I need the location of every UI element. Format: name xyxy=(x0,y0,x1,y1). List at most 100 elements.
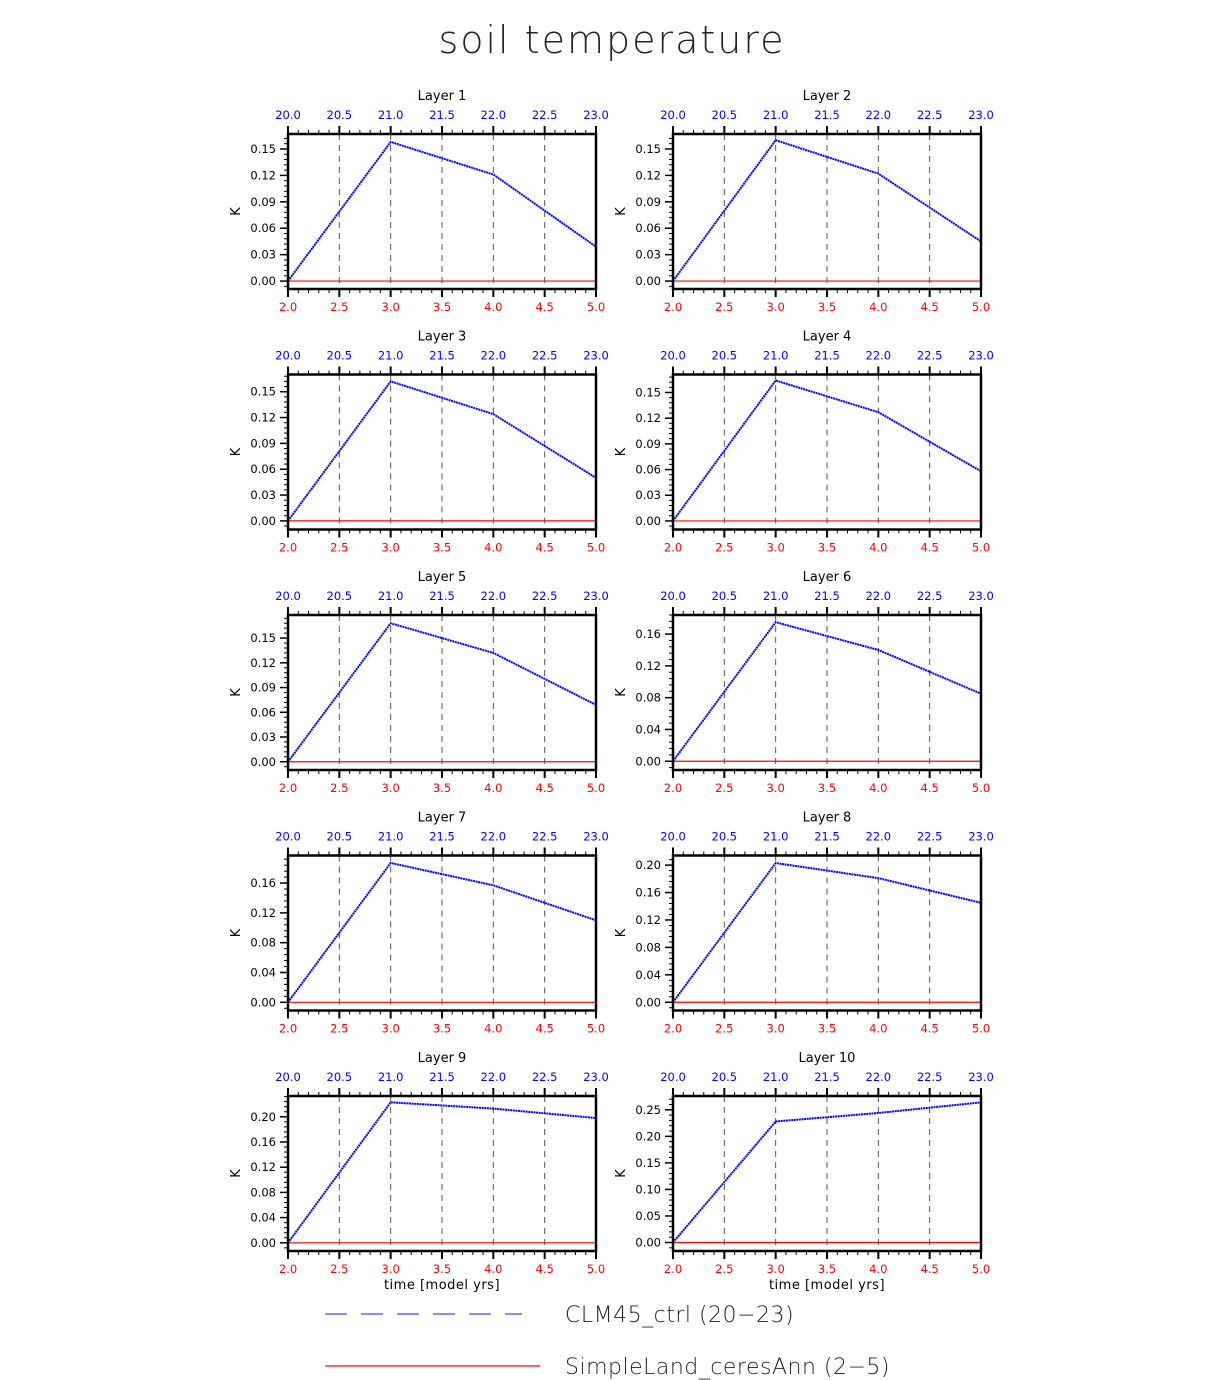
bottom-axis-tick-label: 2.5 xyxy=(715,300,733,314)
top-axis-tick-label: 21.0 xyxy=(378,108,404,122)
bottom-axis-tick-label: 3.0 xyxy=(382,781,400,795)
bottom-axis-tick-label: 4.5 xyxy=(536,1022,554,1036)
bottom-axis-tick-label: 2.0 xyxy=(664,781,682,795)
top-axis-tick-label: 20.5 xyxy=(712,349,738,363)
y-axis-tick-label: 0.12 xyxy=(250,906,276,920)
top-axis-tick-label: 20.0 xyxy=(660,108,686,122)
bottom-axis-tick-label: 4.0 xyxy=(869,1262,887,1276)
y-axis-tick-label: 0.20 xyxy=(250,1110,276,1124)
clm-series-line xyxy=(672,138,982,282)
x-axis-label: time [model yrs] xyxy=(384,1278,500,1293)
clm-series-line xyxy=(672,621,982,762)
y-axis-label: K xyxy=(229,1169,244,1178)
clm-series-line xyxy=(287,140,597,282)
bottom-axis-tick-label: 4.0 xyxy=(484,1262,502,1276)
panel-layer-10: Layer 10 20.0 20.5 21.0 21.5 22.0 22.5 23.0 2.0 2… xyxy=(614,1051,994,1293)
top-axis-tick-label: 20.0 xyxy=(275,1070,301,1084)
clm-series-line xyxy=(672,379,982,522)
y-axis-tick-label: 0.15 xyxy=(635,385,661,399)
bottom-axis-tick-label: 2.0 xyxy=(664,1262,682,1276)
bottom-axis-tick-label: 4.5 xyxy=(536,1262,554,1276)
y-axis-tick-label: 0.04 xyxy=(250,1211,276,1225)
bottom-axis-tick-label: 4.5 xyxy=(921,1022,939,1036)
bottom-axis-tick-label: 4.5 xyxy=(921,1262,939,1276)
panel-layer-5: Layer 5 20.0 20.5 21.0 21.5 22.0 22.5 23.0 2.0 2.… xyxy=(229,570,609,795)
y-axis-tick-label: 0.06 xyxy=(635,221,661,235)
bottom-axis-tick-label: 2.5 xyxy=(330,300,348,314)
bottom-axis-tick-label: 5.0 xyxy=(587,541,605,555)
top-axis-tick-label: 22.0 xyxy=(481,589,507,603)
bottom-axis-tick-label: 3.0 xyxy=(767,781,785,795)
bottom-axis-tick-label: 2.5 xyxy=(715,1262,733,1276)
y-axis-tick-label: 0.20 xyxy=(635,858,661,872)
clm-series-line xyxy=(287,622,597,763)
top-axis-tick-label: 23.0 xyxy=(968,830,994,844)
top-axis-tick-label: 21.5 xyxy=(814,830,840,844)
bottom-axis-tick-label: 3.5 xyxy=(433,1022,451,1036)
bottom-axis-tick-label: 2.0 xyxy=(279,300,297,314)
bottom-axis-tick-label: 4.0 xyxy=(869,300,887,314)
y-axis-tick-label: 0.06 xyxy=(250,221,276,235)
bottom-axis-tick-label: 2.0 xyxy=(664,1022,682,1036)
top-axis-tick-label: 21.0 xyxy=(378,1070,404,1084)
y-axis-tick-label: 0.00 xyxy=(635,274,661,288)
top-axis-tick-label: 22.0 xyxy=(866,830,892,844)
bottom-axis-tick-label: 2.5 xyxy=(715,1022,733,1036)
y-axis-tick-label: 0.12 xyxy=(635,659,661,673)
top-axis-tick-label: 20.0 xyxy=(660,1070,686,1084)
bottom-axis-tick-label: 3.5 xyxy=(433,1262,451,1276)
bottom-axis-tick-label: 2.0 xyxy=(279,1262,297,1276)
panel-title: Layer 9 xyxy=(418,1051,467,1066)
top-axis-tick-label: 22.5 xyxy=(532,108,558,122)
clm-series-line xyxy=(287,861,597,1003)
panel-title: Layer 4 xyxy=(803,330,852,345)
y-axis-tick-label: 0.12 xyxy=(635,168,661,182)
y-axis-tick-label: 0.03 xyxy=(250,730,276,744)
top-axis-tick-label: 23.0 xyxy=(968,1070,994,1084)
clm-series-line xyxy=(287,1101,597,1244)
panel-layer-6: Layer 6 20.0 20.5 21.0 21.5 22.0 22.5 23.0 2.0 2.… xyxy=(614,570,994,795)
top-axis-tick-label: 20.0 xyxy=(660,349,686,363)
bottom-axis-tick-label: 2.0 xyxy=(279,1022,297,1036)
y-axis-tick-label: 0.12 xyxy=(635,913,661,927)
top-axis-tick-label: 23.0 xyxy=(968,108,994,122)
bottom-axis-tick-label: 3.5 xyxy=(818,541,836,555)
y-axis-tick-label: 0.00 xyxy=(250,274,276,288)
y-axis-tick-label: 0.06 xyxy=(250,462,276,476)
panel-title: Layer 2 xyxy=(803,89,852,104)
top-axis-tick-label: 21.0 xyxy=(763,1070,789,1084)
top-axis-tick-label: 21.0 xyxy=(763,589,789,603)
bottom-axis-tick-label: 5.0 xyxy=(587,781,605,795)
y-axis-tick-label: 0.15 xyxy=(635,1156,661,1170)
top-axis-tick-label: 21.5 xyxy=(429,830,455,844)
y-axis-tick-label: 0.04 xyxy=(635,722,661,736)
top-axis-tick-label: 20.5 xyxy=(327,108,353,122)
top-axis-tick-label: 21.0 xyxy=(763,108,789,122)
top-axis-tick-label: 21.0 xyxy=(378,349,404,363)
top-axis-tick-label: 21.0 xyxy=(378,589,404,603)
bottom-axis-tick-label: 3.0 xyxy=(767,300,785,314)
y-axis-tick-label: 0.15 xyxy=(250,142,276,156)
y-axis-tick-label: 0.12 xyxy=(250,168,276,182)
bottom-axis-tick-label: 3.5 xyxy=(433,300,451,314)
plot-frame xyxy=(671,613,983,772)
y-axis-tick-label: 0.09 xyxy=(250,681,276,695)
top-axis-tick-label: 23.0 xyxy=(583,589,609,603)
y-axis-label: K xyxy=(229,928,244,937)
x-axis-label: time [model yrs] xyxy=(769,1278,885,1293)
y-axis-tick-label: 0.12 xyxy=(250,1160,276,1174)
top-axis-tick-label: 20.0 xyxy=(275,108,301,122)
bottom-axis-tick-label: 5.0 xyxy=(972,1022,990,1036)
top-axis-tick-label: 20.5 xyxy=(327,830,353,844)
bottom-axis-tick-label: 4.5 xyxy=(536,541,554,555)
top-axis-tick-label: 20.5 xyxy=(712,108,738,122)
top-axis-tick-label: 21.5 xyxy=(814,1070,840,1084)
top-axis-tick-label: 20.5 xyxy=(327,1070,353,1084)
figure-title: soil temperature xyxy=(438,18,786,62)
y-axis-tick-label: 0.08 xyxy=(635,691,661,705)
y-axis-tick-label: 0.10 xyxy=(635,1182,661,1196)
top-axis-tick-label: 22.5 xyxy=(917,830,943,844)
panel-layer-8: Layer 8 20.0 20.5 21.0 21.5 22.0 22.5 23.0 2.0 2.… xyxy=(614,811,994,1036)
top-axis-tick-label: 21.0 xyxy=(763,349,789,363)
plot-frame xyxy=(286,1094,598,1253)
